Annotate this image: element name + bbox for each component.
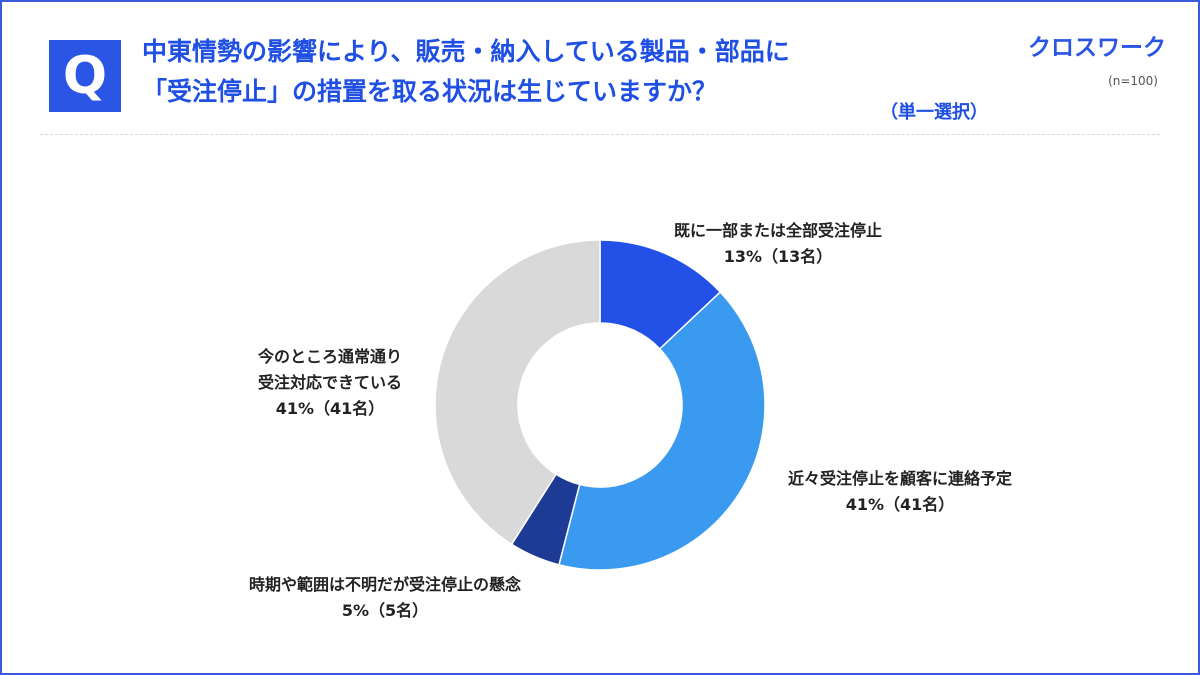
question-badge: Q: [49, 40, 121, 112]
header-divider: [40, 134, 1160, 135]
donut-slice-1: [558, 290, 766, 571]
slice-label-1: 近々受注停止を顧客に連絡予定 41%（41名）: [788, 469, 1012, 514]
slice-0-name: 既に一部または全部受注停止: [674, 221, 882, 240]
slice-label-3: 今のところ通常通り 受注対応できている 41%（41名）: [257, 347, 402, 418]
slice-1-name: 近々受注停止を顧客に連絡予定: [788, 469, 1012, 488]
slice-3-name-line-1: 今のところ通常通り: [257, 347, 402, 366]
question-type: （単一選択）: [880, 102, 988, 123]
sample-size: (n=100): [1108, 74, 1158, 88]
question-title-line-1: 中東情勢の影響により、販売・納入している製品・部品に: [142, 37, 790, 66]
donut-slice-3: [434, 239, 601, 546]
slice-label-0: 既に一部または全部受注停止 13%（13名）: [674, 221, 882, 266]
slice-label-2: 時期や範囲は不明だが受注停止の懸念 5%（5名）: [249, 575, 522, 620]
slice-3-value: 41%（41名）: [276, 399, 385, 418]
slice-2-value: 5%（5名）: [342, 601, 428, 620]
slice-0-value: 13%（13名）: [724, 247, 833, 266]
brand-logo: クロスワーク: [1028, 35, 1166, 61]
slice-2-name: 時期や範囲は不明だが受注停止の懸念: [249, 575, 522, 594]
donut-slices: [434, 239, 766, 571]
question-title: 中東情勢の影響により、販売・納入している製品・部品に 「受注停止」の措置を取る状…: [142, 32, 922, 112]
slice-3-name-line-2: 受注対応できている: [258, 373, 402, 392]
slice-1-value: 41%（41名）: [846, 495, 955, 514]
question-title-line-2: 「受注停止」の措置を取る状況は生じていますか？: [142, 77, 718, 106]
